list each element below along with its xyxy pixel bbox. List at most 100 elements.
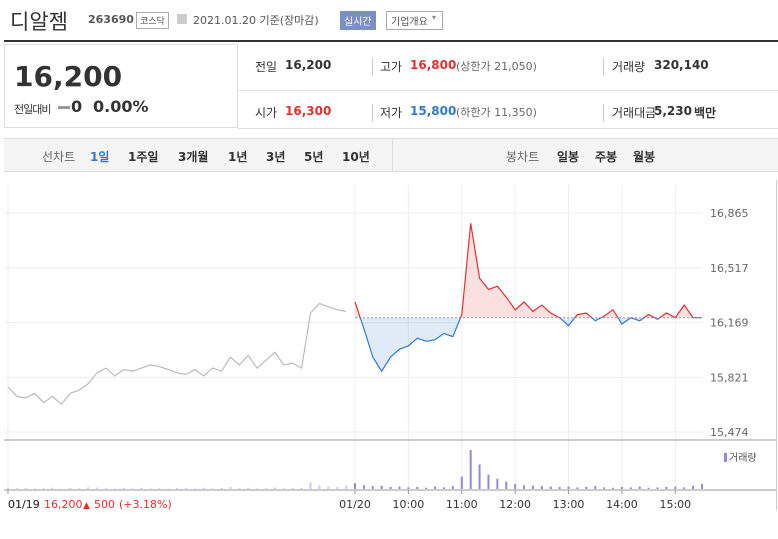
price-line-up: [354, 223, 702, 318]
volume-bar: [247, 487, 250, 489]
volume-bar: [7, 487, 9, 489]
sep: [603, 104, 604, 122]
volume-bar: [336, 486, 339, 489]
y-tick-label: 15,474: [710, 426, 749, 439]
volume-bar: [683, 487, 686, 489]
sep: [372, 104, 373, 122]
volume-bar: [505, 481, 508, 489]
volume-bar: [149, 488, 152, 489]
market-badge: 코스닥: [136, 12, 169, 29]
stat-label: 시가: [255, 106, 278, 120]
y-tick-label: 16,865: [710, 207, 749, 220]
volume-bar: [327, 486, 330, 489]
line-chart-label: 선차트: [42, 150, 76, 164]
volume-bar: [42, 488, 45, 489]
volume-bar: [665, 486, 668, 489]
volume-bar: [51, 487, 54, 489]
volume-bar: [176, 487, 179, 489]
area-down: [360, 317, 702, 372]
y-tick-label: 16,169: [710, 317, 749, 330]
period-tab[interactable]: 3개월: [178, 150, 209, 164]
volume-bar: [389, 486, 392, 489]
period-tab[interactable]: 5년: [304, 150, 324, 164]
period-tab[interactable]: 1일: [90, 150, 110, 164]
stock-name: 디알젬: [10, 10, 68, 34]
realtime-button[interactable]: 실시간: [340, 11, 376, 30]
volume-bar: [380, 485, 383, 489]
sep: [603, 58, 604, 76]
volume-bar: [620, 486, 623, 489]
volume-bar: [238, 488, 241, 489]
volume-bar: [407, 487, 410, 489]
stat-value: 320,140: [654, 58, 709, 72]
volume-bar: [603, 487, 606, 489]
candle-chart-label: 봉차트: [506, 150, 540, 164]
volume-bar: [193, 488, 196, 489]
stats-bottom: [238, 128, 778, 129]
stat-value: 15,800: [410, 104, 457, 118]
volume-bar: [309, 482, 312, 489]
stat-unit: 백만: [694, 106, 717, 120]
volume-bar: [158, 488, 161, 489]
volume-bar: [701, 484, 703, 489]
stat-label: 전일: [255, 60, 278, 74]
volume-bar: [496, 478, 499, 489]
volume-bar: [416, 486, 419, 489]
volume-bar: [87, 487, 90, 489]
x-tick-label: 14:00: [606, 498, 638, 511]
volume-bar: [318, 485, 321, 489]
price-box: [4, 44, 238, 128]
volume-bar: [531, 485, 534, 489]
stat-value: 16,800: [410, 58, 457, 72]
volume-bar: [273, 487, 276, 489]
candle-tab[interactable]: 주봉: [595, 150, 618, 164]
x-tick-label: 11:00: [446, 498, 478, 511]
volume-bar: [256, 488, 259, 489]
volume-bar: [184, 488, 187, 489]
volume-bar: [33, 488, 36, 489]
volume-bar: [656, 487, 659, 489]
volume-bar: [425, 487, 428, 489]
period-tab[interactable]: 1주일: [128, 150, 159, 164]
volume-bar: [576, 487, 579, 489]
volume-legend-swatch: [724, 453, 727, 462]
volume-bar: [362, 485, 365, 489]
y-tick-label: 16,517: [710, 262, 749, 275]
stats-divider: [238, 90, 778, 91]
volume-bar: [300, 487, 303, 489]
volume-bar: [451, 486, 454, 489]
footer-price: 16,200: [44, 498, 83, 511]
volume-bar: [140, 487, 143, 489]
tab-sep: [392, 138, 393, 172]
volume-bar: [398, 486, 401, 489]
period-tab[interactable]: 10년: [342, 150, 370, 164]
footer-date: 01/19: [8, 498, 40, 511]
volume-bar: [345, 485, 348, 489]
candle-tab[interactable]: 월봉: [633, 150, 656, 164]
stat-note: (상한가 21,050): [456, 60, 537, 73]
footer-rate: (+3.18%): [119, 498, 172, 511]
x-tick-label: 12:00: [499, 498, 531, 511]
volume-bar: [487, 474, 490, 489]
volume-bar: [220, 487, 223, 489]
change: 0: [71, 97, 83, 116]
overview-button[interactable]: 기업개요: [386, 11, 443, 30]
candle-tab[interactable]: 일봉: [557, 150, 580, 164]
sep: [372, 58, 373, 76]
stat-value: 16,200: [285, 58, 332, 72]
volume-bar: [24, 487, 27, 489]
volume-bar: [585, 486, 588, 489]
volume-bar: [460, 476, 463, 489]
volume-bar: [131, 488, 134, 489]
period-tab[interactable]: 1년: [228, 150, 248, 164]
volume-bar: [514, 484, 517, 489]
volume-bar: [229, 486, 232, 489]
volume-bar: [442, 487, 445, 489]
x-tick-label: 01/20: [339, 498, 371, 511]
stat-value: 16,300: [285, 104, 332, 118]
y-tick-label: 15,821: [710, 371, 749, 384]
volume-bar: [78, 488, 81, 489]
area-up: [355, 223, 702, 318]
period-tab[interactable]: 3년: [266, 150, 286, 164]
date: 2021.01.20 기준(장마감): [193, 14, 319, 27]
